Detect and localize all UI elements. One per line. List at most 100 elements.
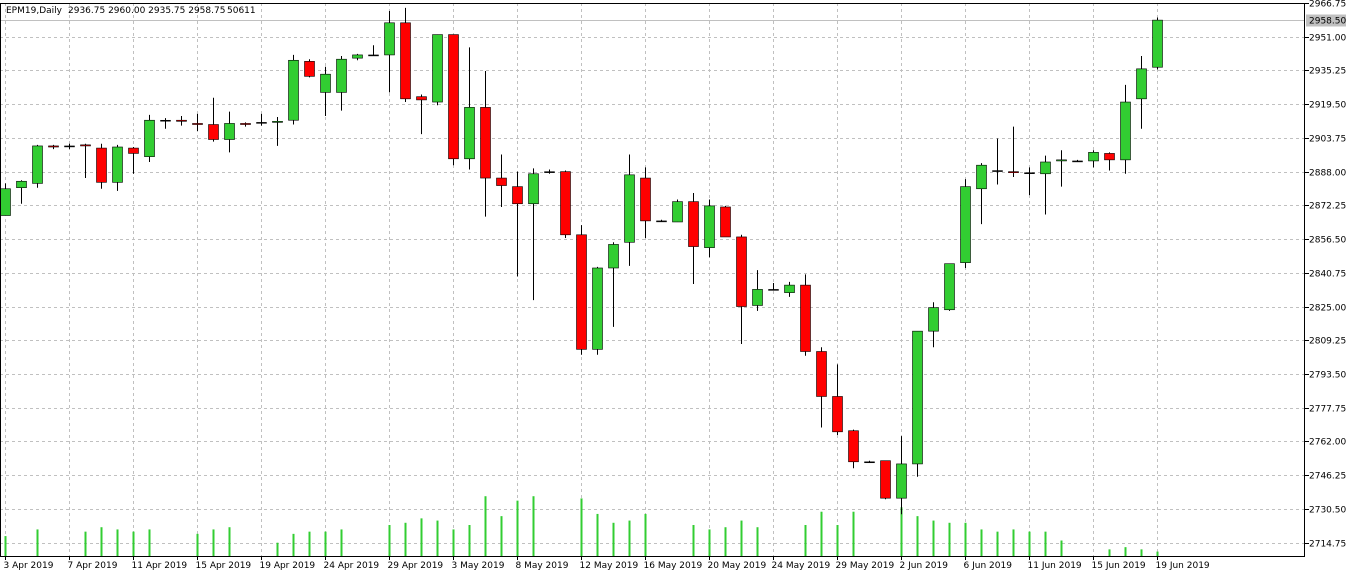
candle[interactable] — [1152, 17, 1163, 70]
time-axis[interactable]: 3 Apr 2019 7 Apr 2019 11 Apr 2019 15 Apr 20… — [4, 556, 1210, 571]
candle[interactable] — [208, 97, 219, 142]
candle[interactable] — [976, 163, 987, 225]
candle[interactable] — [352, 53, 363, 61]
candle[interactable] — [256, 113, 267, 126]
candle[interactable] — [1104, 152, 1115, 171]
candle[interactable] — [816, 347, 827, 428]
x-tick-label: 16 May 2019 — [644, 561, 703, 571]
candle-body — [848, 430, 859, 463]
candle-body — [864, 461, 875, 464]
candle[interactable] — [128, 147, 139, 174]
y-tick-label: 2966.75 — [1309, 0, 1346, 10]
candle[interactable] — [864, 460, 875, 464]
y-tick-label: 2730.50 — [1309, 506, 1346, 516]
candle[interactable] — [160, 118, 171, 129]
candle[interactable] — [640, 167, 651, 239]
candle[interactable] — [288, 54, 299, 125]
candle[interactable] — [832, 364, 843, 436]
candle[interactable] — [416, 94, 427, 135]
candle[interactable] — [1008, 126, 1019, 177]
candle[interactable] — [1120, 84, 1131, 174]
candle-body — [416, 96, 427, 101]
candle[interactable] — [544, 169, 555, 174]
candle[interactable] — [896, 436, 907, 515]
candle[interactable] — [32, 144, 43, 188]
candle[interactable] — [784, 281, 795, 297]
candle[interactable] — [240, 122, 251, 127]
candle[interactable] — [1056, 150, 1067, 187]
candle[interactable] — [176, 115, 187, 126]
candle[interactable] — [0, 183, 11, 216]
candle-body — [1136, 68, 1147, 100]
candle[interactable] — [192, 113, 203, 131]
candle[interactable] — [1072, 159, 1083, 163]
candle-body — [1152, 19, 1163, 68]
candle[interactable] — [592, 266, 603, 355]
candle-body — [96, 147, 107, 183]
candle[interactable] — [304, 59, 315, 78]
candle[interactable] — [576, 225, 587, 355]
candle[interactable] — [336, 55, 347, 111]
candle[interactable] — [704, 199, 715, 258]
candle[interactable] — [624, 154, 635, 266]
candle[interactable] — [432, 34, 443, 106]
candle[interactable] — [320, 66, 331, 116]
candle[interactable] — [1136, 55, 1147, 129]
candle[interactable] — [1024, 167, 1035, 196]
candle[interactable] — [688, 193, 699, 285]
candle[interactable] — [528, 168, 539, 301]
candle[interactable] — [224, 111, 235, 153]
candle[interactable] — [464, 47, 475, 170]
candle-body — [1024, 172, 1035, 174]
candle[interactable] — [960, 179, 971, 268]
candle[interactable] — [480, 70, 491, 217]
y-tick-label: 2746.25 — [1309, 472, 1346, 482]
candle[interactable] — [112, 144, 123, 191]
candle[interactable] — [720, 205, 731, 238]
candle[interactable] — [384, 11, 395, 93]
candle[interactable] — [512, 171, 523, 277]
candle[interactable] — [992, 138, 1003, 185]
candle[interactable] — [64, 143, 75, 150]
candle[interactable] — [928, 302, 939, 348]
candle[interactable] — [1040, 155, 1051, 215]
symbol-label: EPM19,Daily — [6, 6, 63, 16]
candle[interactable] — [848, 429, 859, 469]
candle[interactable] — [944, 263, 955, 311]
candle[interactable] — [272, 117, 283, 146]
x-tick-label: 8 May 2019 — [516, 561, 569, 571]
candle[interactable] — [96, 143, 107, 189]
candle[interactable] — [48, 144, 59, 150]
candle-body — [112, 146, 123, 183]
candle[interactable] — [560, 170, 571, 239]
x-tick-label: 12 May 2019 — [580, 561, 639, 571]
candle[interactable] — [16, 180, 27, 204]
candle-body — [576, 234, 587, 350]
candle[interactable] — [672, 199, 683, 223]
candle[interactable] — [768, 282, 779, 291]
candle[interactable] — [656, 219, 667, 223]
candle[interactable] — [400, 7, 411, 103]
candle[interactable] — [1088, 150, 1099, 168]
candle-body — [912, 330, 923, 465]
candle[interactable] — [496, 154, 507, 207]
candle[interactable] — [800, 274, 811, 356]
price-axis[interactable]: 2966.75 2951.00 2935.25 2919.50 2903.75 2888.… — [1305, 0, 1346, 550]
chart-frame — [0, 3, 1305, 557]
candle[interactable] — [752, 270, 763, 311]
candle[interactable] — [912, 330, 923, 477]
candle[interactable] — [880, 460, 891, 500]
y-tick-label: 2762.00 — [1309, 438, 1346, 448]
candle-body — [1120, 101, 1131, 161]
candles[interactable] — [0, 7, 1163, 515]
candle-body — [736, 236, 747, 307]
candle[interactable] — [368, 45, 379, 57]
candle-body — [512, 186, 523, 205]
candle[interactable] — [144, 114, 155, 162]
x-tick-label: 6 Jun 2019 — [964, 561, 1013, 571]
candle[interactable] — [736, 234, 747, 345]
candle[interactable] — [80, 143, 91, 179]
candle[interactable] — [608, 242, 619, 327]
candle[interactable] — [448, 34, 459, 166]
